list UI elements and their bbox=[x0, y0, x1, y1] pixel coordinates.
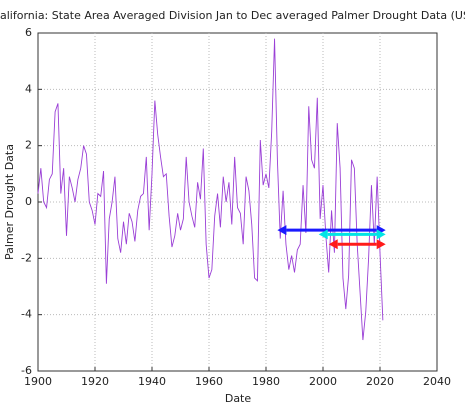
y-tick-label: 4 bbox=[25, 82, 32, 95]
x-tick-label: 1940 bbox=[138, 375, 166, 388]
y-tick-label: -6 bbox=[21, 364, 32, 377]
y-tick-label: -2 bbox=[21, 251, 32, 264]
x-tick-label: 2000 bbox=[309, 375, 337, 388]
x-tick-label: 1920 bbox=[81, 375, 109, 388]
x-tick-label: 1980 bbox=[252, 375, 280, 388]
x-tick-label: 2020 bbox=[366, 375, 394, 388]
arrow-head bbox=[376, 229, 386, 240]
chart-title: alifornia: State Area Averaged Division … bbox=[0, 9, 465, 22]
y-tick-label: 6 bbox=[25, 26, 32, 39]
arrow-head bbox=[277, 225, 287, 236]
y-tick-label: 2 bbox=[25, 139, 32, 152]
x-axis-label: Date bbox=[225, 392, 252, 405]
arrow-head bbox=[328, 239, 338, 250]
y-axis-label: Palmer Drought Data bbox=[3, 144, 16, 260]
data-line bbox=[37, 38, 384, 341]
x-tick-label: 1960 bbox=[195, 375, 223, 388]
arrow-head bbox=[318, 229, 328, 240]
y-tick-label: 0 bbox=[25, 195, 32, 208]
y-tick-label: -4 bbox=[21, 308, 32, 321]
x-tick-label: 2040 bbox=[423, 375, 451, 388]
x-tick-label: 1900 bbox=[24, 375, 52, 388]
arrow-head bbox=[376, 239, 386, 250]
